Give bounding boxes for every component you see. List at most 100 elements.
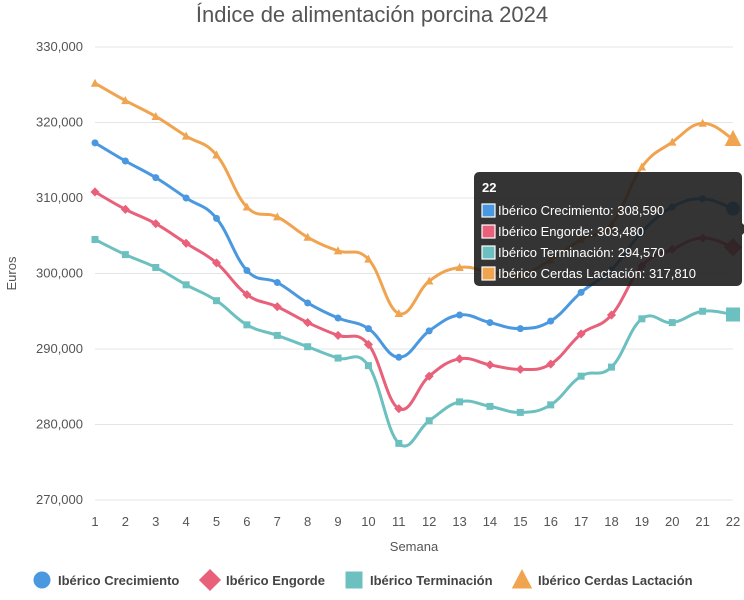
- data-point: [243, 321, 251, 329]
- legend-marker-icon: [198, 568, 222, 592]
- data-point: [576, 329, 586, 339]
- x-tick-label: 1: [91, 514, 98, 529]
- data-point: [547, 317, 555, 325]
- x-tick-label: 17: [574, 514, 588, 529]
- x-tick-label: 12: [422, 514, 436, 529]
- data-point: [363, 339, 373, 350]
- y-axis-title: Euros: [4, 256, 19, 290]
- data-point: [272, 302, 282, 312]
- legend: Ibérico Crecimiento Ibérico Engorde Ibéric…: [33, 568, 693, 592]
- data-point: [304, 299, 312, 307]
- x-tick-label: 6: [243, 514, 250, 529]
- data-point: [91, 236, 99, 244]
- data-point: [668, 137, 677, 146]
- tooltip-swatch: [481, 224, 496, 239]
- legend-item-iberico-cerdas-lactacion[interactable]: Ibérico Cerdas Lactación: [511, 568, 693, 589]
- data-point: [182, 281, 190, 289]
- y-tick-label: 290,000: [36, 341, 83, 356]
- tooltip-swatch: [481, 245, 496, 260]
- x-tick-label: 8: [304, 514, 311, 529]
- data-point: [455, 262, 464, 271]
- tooltip-row: Ibérico Terminación: 294,570: [498, 245, 665, 260]
- data-point: [181, 238, 191, 248]
- data-point: [364, 254, 373, 263]
- data-point: [333, 246, 343, 255]
- data-point: [515, 364, 525, 374]
- data-point: [334, 354, 342, 362]
- y-tick-label: 320,000: [36, 115, 83, 130]
- data-point: [698, 118, 707, 127]
- tooltip-box: [474, 172, 742, 286]
- legend-item-iberico-terminacion[interactable]: Ibérico Terminación: [345, 571, 493, 589]
- data-point: [182, 194, 190, 202]
- data-point: [242, 290, 252, 300]
- y-tick-label: 300,000: [36, 266, 83, 281]
- data-point: [699, 307, 707, 315]
- data-point: [425, 417, 433, 425]
- data-point: [211, 258, 222, 268]
- data-point: [668, 319, 676, 327]
- data-point: [486, 319, 494, 327]
- data-point: [425, 327, 433, 335]
- data-point: [395, 439, 403, 447]
- data-point: [333, 330, 343, 340]
- data-point: [577, 372, 585, 380]
- x-tick-label: 11: [392, 514, 406, 529]
- x-tick-label: 18: [604, 514, 618, 529]
- data-point: [213, 214, 221, 222]
- data-point: [364, 325, 372, 333]
- x-tick-label: 21: [695, 514, 709, 529]
- data-point: [121, 157, 129, 165]
- data-point: [273, 331, 281, 339]
- data-point: [547, 401, 555, 409]
- data-point: [90, 187, 100, 197]
- data-point: [638, 315, 646, 323]
- legend-label: Ibérico Engorde: [226, 573, 325, 588]
- axes: 270,000 280,000 290,000 300,000 310,000 320,0…: [4, 39, 740, 554]
- y-tick-label: 310,000: [36, 190, 83, 205]
- data-point: [152, 174, 160, 182]
- data-point: [424, 276, 434, 285]
- data-point: [364, 362, 372, 370]
- data-point: [303, 232, 312, 241]
- data-point: [606, 310, 617, 320]
- x-tick-label: 15: [513, 514, 527, 529]
- data-point: [577, 288, 585, 296]
- data-point: [120, 204, 130, 214]
- x-tick-label: 16: [543, 514, 557, 529]
- data-point: [213, 297, 221, 305]
- data-point: [607, 363, 615, 371]
- y-tick-label: 270,000: [36, 492, 83, 507]
- legend-item-iberico-engorde[interactable]: Ibérico Engorde: [198, 568, 325, 592]
- x-tick-label: 13: [452, 514, 466, 529]
- tooltip-swatch: [481, 266, 496, 281]
- legend-label: Ibérico Crecimiento: [58, 573, 179, 588]
- data-point: [395, 353, 403, 361]
- data-point: [394, 308, 404, 318]
- legend-item-iberico-crecimiento[interactable]: Ibérico Crecimiento: [33, 571, 180, 589]
- x-tick-label: 20: [665, 514, 679, 529]
- data-point: [456, 398, 464, 406]
- data-point: [152, 263, 160, 271]
- data-point: [273, 212, 282, 221]
- x-tick-label: 9: [334, 514, 341, 529]
- x-tick-label: 3: [152, 514, 159, 529]
- data-point: [243, 266, 251, 274]
- chart-title: Índice de alimentación porcina 2024: [195, 2, 549, 27]
- series-line: [94, 238, 734, 448]
- tooltip-row: Ibérico Cerdas Lactación: 317,810: [498, 266, 696, 281]
- data-point-active: [724, 129, 742, 147]
- x-tick-label: 14: [483, 514, 497, 529]
- legend-marker-icon: [511, 568, 533, 589]
- data-point: [456, 311, 464, 319]
- data-point: [394, 404, 404, 414]
- x-tick-label: 5: [213, 514, 220, 529]
- data-point: [486, 402, 494, 410]
- data-point: [516, 325, 524, 333]
- data-point: [546, 359, 556, 369]
- data-point: [637, 162, 647, 171]
- data-point: [334, 314, 342, 322]
- data-point: [212, 150, 221, 159]
